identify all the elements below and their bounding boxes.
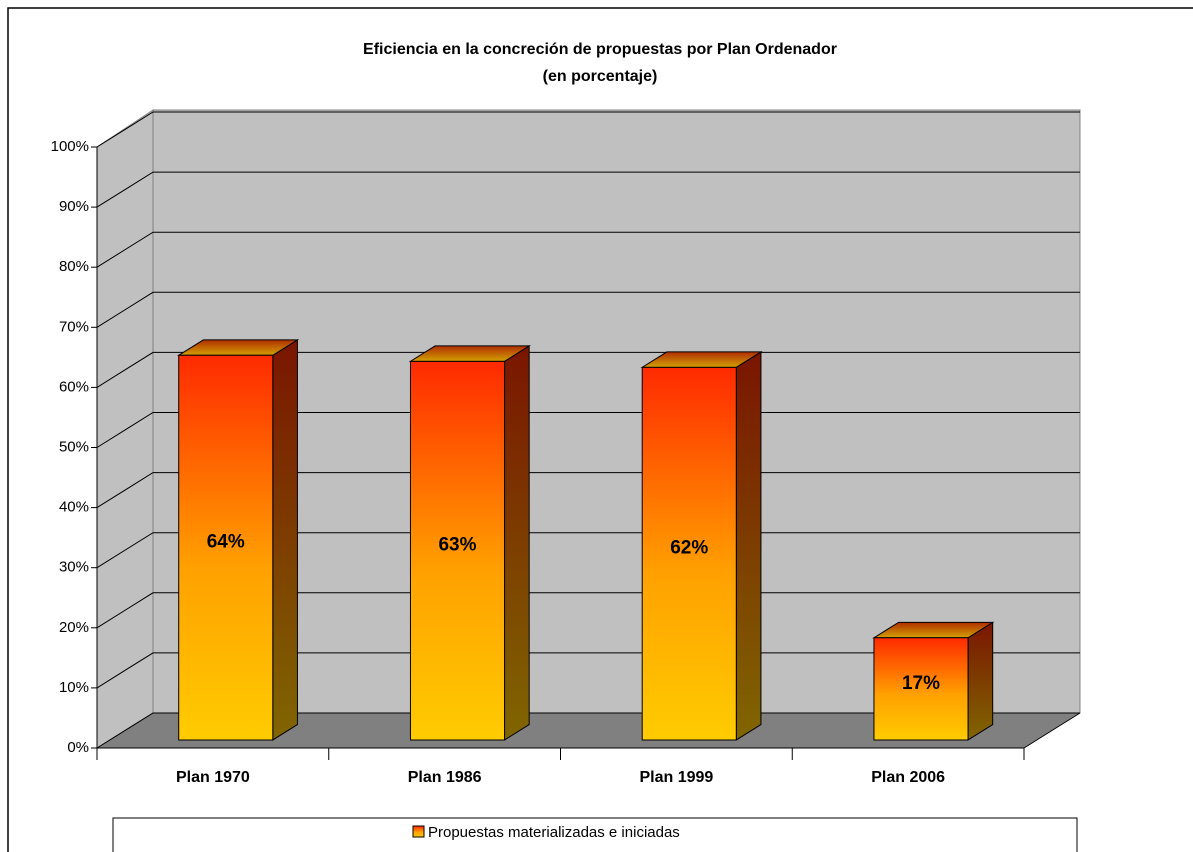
side-wall xyxy=(96,109,154,749)
y-tick-label: 90% xyxy=(59,198,89,215)
x-tick-label: Plan 2006 xyxy=(871,769,945,786)
grid-line xyxy=(96,652,1080,689)
grid-line xyxy=(96,171,1080,208)
bar-side xyxy=(504,345,530,741)
grid-line xyxy=(96,712,1080,749)
bar xyxy=(178,354,274,741)
bar-side xyxy=(272,339,298,741)
x-tick-label: Plan 1986 xyxy=(408,769,482,786)
legend-swatch xyxy=(412,825,425,838)
floor-edge xyxy=(1023,712,1081,749)
bar-side xyxy=(967,621,994,741)
x-tick-label: Plan 1970 xyxy=(176,769,250,786)
y-tick-label: 30% xyxy=(59,559,89,576)
x-tick-label: Plan 1999 xyxy=(639,769,713,786)
y-tick-label: 0% xyxy=(67,739,89,756)
y-tick-label: 80% xyxy=(59,258,89,275)
chart-subtitle: (en porcentaje) xyxy=(543,68,658,85)
y-tick-label: 50% xyxy=(59,438,89,455)
legend-box xyxy=(112,817,1078,852)
data-label: 17% xyxy=(902,673,940,694)
grid-line xyxy=(96,111,1080,148)
grid-line xyxy=(96,351,1080,388)
grid-line xyxy=(96,592,1080,629)
grid-line xyxy=(96,532,1080,569)
bar xyxy=(873,637,969,741)
y-tick-label: 10% xyxy=(59,679,89,696)
chart-title: Eficiencia en la concreción de propuesta… xyxy=(363,41,837,58)
bar xyxy=(641,366,737,741)
grid-line xyxy=(96,231,1080,268)
y-tick-label: 60% xyxy=(59,378,89,395)
legend-label: Propuestas materializadas e iniciadas xyxy=(428,824,680,841)
y-tick-label: 70% xyxy=(59,318,89,335)
grid-line xyxy=(96,412,1080,448)
y-tick-label: 20% xyxy=(59,619,89,636)
data-label: 63% xyxy=(438,535,476,556)
data-label: 62% xyxy=(670,538,708,559)
bar-side xyxy=(735,351,762,741)
y-tick-label: 100% xyxy=(51,138,89,155)
grid-line xyxy=(96,472,1080,509)
bar xyxy=(409,360,506,741)
y-tick-label: 40% xyxy=(59,499,89,516)
data-label: 64% xyxy=(207,532,245,553)
grid-line xyxy=(96,291,1080,328)
floor xyxy=(97,713,1080,748)
